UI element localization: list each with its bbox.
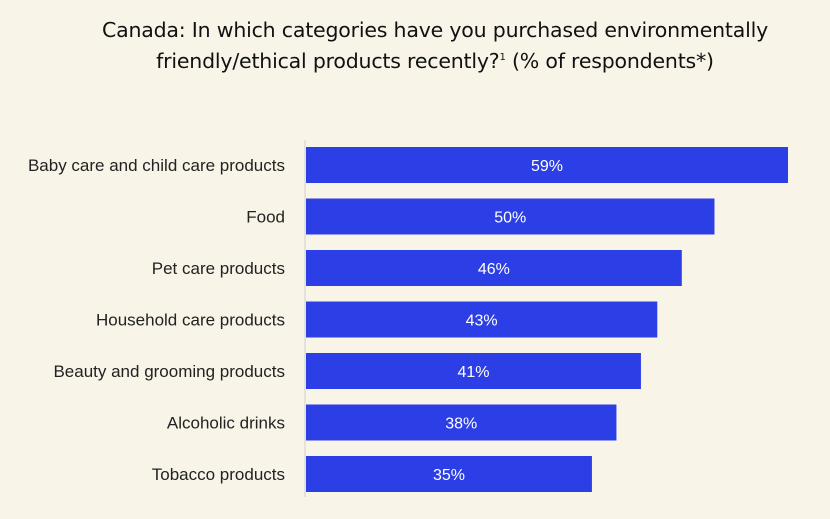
bar-3 [306, 250, 682, 286]
value-label-3: 46% [478, 261, 510, 278]
category-label-5: Beauty and grooming products [53, 362, 285, 381]
category-label-7: Tobacco products [152, 465, 285, 484]
value-label-2: 50% [494, 210, 526, 227]
bar-7 [306, 456, 592, 492]
bar-1 [306, 147, 788, 183]
chart-title-main: Canada: In which categories have you pur… [101, 18, 769, 73]
value-label-4: 43% [466, 313, 498, 330]
value-label-1: 59% [531, 158, 563, 175]
category-label-4: Household care products [96, 311, 285, 330]
value-label-6: 38% [445, 416, 477, 433]
bar-4 [306, 301, 658, 338]
value-label-7: 35% [433, 467, 465, 484]
category-label-6: Alcoholic drinks [167, 414, 285, 433]
value-label-5: 41% [457, 364, 489, 381]
chart-title-footnote-mark: 1 [499, 52, 506, 63]
category-label-3: Pet care products [152, 259, 285, 278]
bar-5 [306, 353, 641, 389]
category-label-1: Baby care and child care products [28, 156, 285, 175]
bar-2 [306, 198, 715, 235]
chart-title-suffix: (% of respondents*) [511, 49, 714, 73]
bar-6 [306, 404, 617, 441]
bars-group: Baby care and child care products 59% Food… [28, 147, 788, 492]
chart-title: Canada: In which categories have you pur… [40, 16, 830, 75]
category-label-2: Food [246, 208, 285, 227]
